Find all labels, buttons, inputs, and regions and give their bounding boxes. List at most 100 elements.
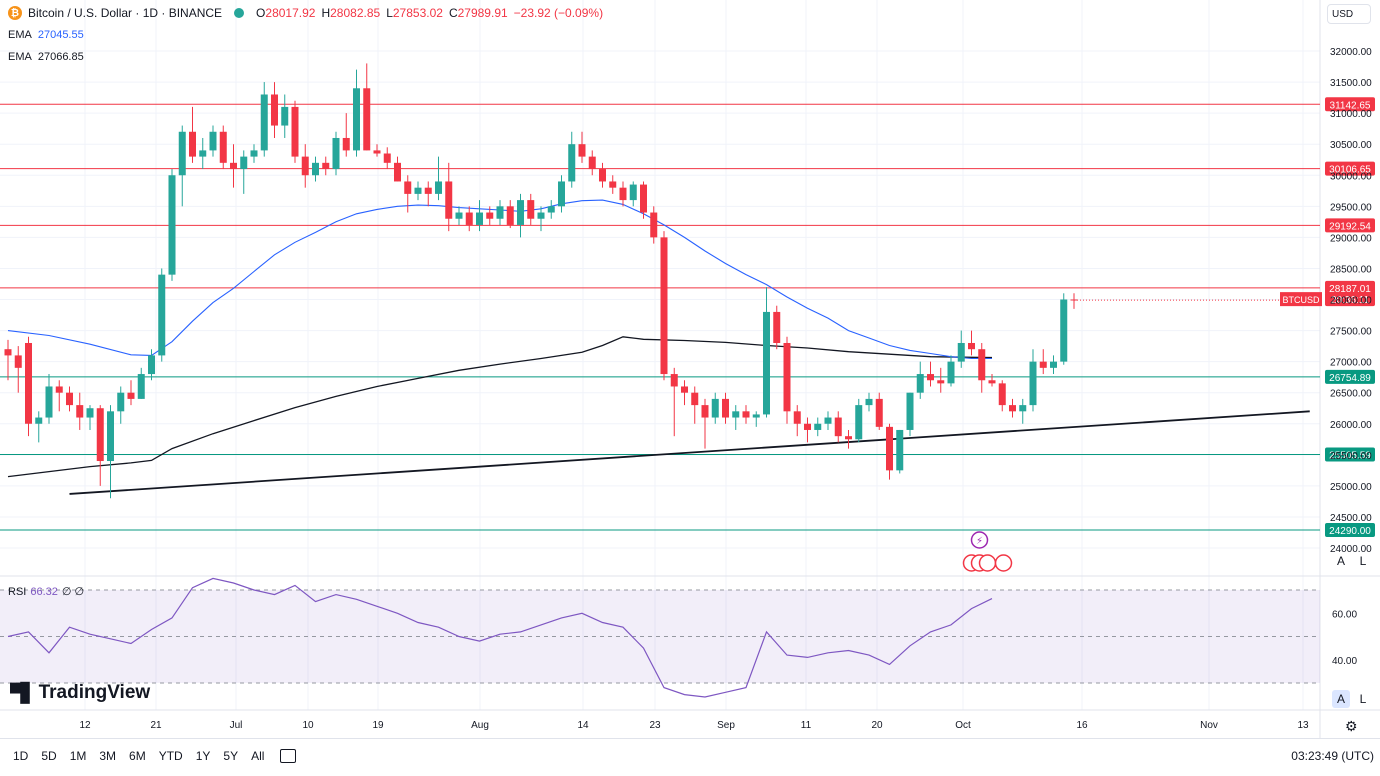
candle-body [1009, 405, 1016, 412]
price-level-tag [1325, 522, 1375, 537]
time-tick-label: Sep [717, 720, 735, 731]
timeframe-ytd[interactable]: YTD [158, 749, 183, 763]
trendline [69, 410, 1310, 495]
candle-body [609, 181, 617, 188]
tradingview-logo[interactable]: ▀▋ TradingView [10, 682, 151, 703]
candle-body [988, 380, 996, 384]
candle-body [660, 237, 668, 375]
candle-body [752, 414, 760, 418]
candle-body [209, 131, 217, 151]
candle-body [435, 181, 442, 194]
timeframe-1d[interactable]: 1D [13, 749, 29, 763]
ema-slow-line [7, 336, 993, 478]
time-tick-label: Nov [1200, 720, 1218, 731]
candle-body [619, 187, 627, 201]
price-tick-label: 26500.00 [1330, 389, 1372, 400]
candle-body [158, 274, 166, 356]
timeframe-1y[interactable]: 1Y [195, 749, 211, 763]
currency-button[interactable]: USD [1327, 4, 1371, 24]
time-tick-label: 23 [649, 720, 661, 731]
visibility-icon[interactable] [234, 8, 245, 18]
us-flag-event-icon [994, 554, 1013, 572]
candle-body [537, 212, 545, 219]
price-tick-label: 30500.00 [1330, 140, 1372, 151]
candle-body [35, 417, 43, 424]
candle-body [968, 342, 975, 350]
time-tick-label: 19 [372, 720, 384, 731]
timeframe-1m[interactable]: 1M [69, 749, 87, 763]
candle-body [629, 184, 637, 201]
candle-body [301, 156, 309, 176]
candle-body [353, 88, 360, 151]
price-tick-label: 30000.00 [1330, 171, 1372, 182]
candle-body [76, 405, 84, 418]
bitcoin-icon: ₿ [8, 6, 22, 20]
price-level-label: 26754.89 [1329, 373, 1371, 384]
price-level-tag [1325, 280, 1375, 295]
price-tick-label: 25500.00 [1330, 451, 1372, 462]
timeframe-5y[interactable]: 5Y [223, 749, 239, 763]
price-tick-label: 31500.00 [1330, 78, 1372, 89]
candle-body [96, 408, 104, 462]
time-tick-label: Aug [471, 720, 489, 731]
price-level-tag [1325, 369, 1375, 384]
time-tick-label: 13 [1297, 720, 1309, 731]
price-level-tag [1325, 218, 1375, 233]
utc-clock[interactable]: 03:23:49 (UTC) [1291, 749, 1374, 763]
candle-body [240, 156, 248, 170]
price-level-label: 28187.01 [1329, 284, 1371, 295]
timeframe-6m[interactable]: 6M [129, 749, 146, 763]
candle-body [14, 355, 22, 368]
candle-body [650, 212, 658, 238]
candle-body [855, 405, 863, 440]
candle-body [260, 94, 268, 151]
price-tick-label: 28000.00 [1330, 296, 1372, 307]
candle-body [547, 206, 555, 213]
candle-body [455, 212, 463, 219]
candle-body [404, 181, 412, 194]
candle-body [681, 386, 688, 393]
candle-body [127, 392, 135, 399]
us-flag-event-icon [978, 554, 997, 572]
last-price-symbol: BTCUSD [1282, 295, 1320, 305]
rsi-legend[interactable]: RSI 66.32 ∅ ∅ [8, 586, 85, 598]
candle-body [332, 137, 340, 170]
gear-icon[interactable]: ⚙ [1345, 718, 1358, 734]
time-tick-label: 20 [871, 720, 883, 731]
price-tick-label: 32000.00 [1330, 47, 1372, 58]
candle-body [322, 162, 330, 170]
candle-body [383, 153, 391, 163]
candle-body [25, 342, 32, 424]
timeframe-3m[interactable]: 3M [99, 749, 117, 763]
ema-fast-legend[interactable]: EMA 27045.55 [8, 29, 84, 41]
calendar-icon[interactable] [280, 749, 297, 763]
price-tick-label: 31000.00 [1330, 109, 1372, 120]
lightning-event-icon [970, 531, 989, 549]
candle-body [834, 417, 842, 437]
log-scale-button[interactable]: L [1359, 554, 1367, 568]
candle-body [640, 184, 647, 213]
ohlc-high: H28082.85 [321, 6, 381, 20]
candle-body [271, 94, 278, 126]
auto-scale-button[interactable]: A [1336, 554, 1345, 568]
candle-body [230, 162, 237, 170]
candle-body [1019, 405, 1027, 412]
chart-canvas[interactable]: 31142.65 30106.65 29192.54 28187.01 26754.89… [0, 0, 1380, 738]
candle-body [107, 411, 114, 462]
price-level-label: 30106.65 [1329, 165, 1371, 176]
ema-slow-legend[interactable]: EMA 27066.85 [8, 51, 84, 63]
candle-body [998, 383, 1006, 406]
rsi-band [0, 590, 1320, 683]
symbol-title[interactable]: Bitcoin / U.S. Dollar · 1D · BINANCE [28, 6, 223, 20]
timeframe-5d[interactable]: 5D [41, 749, 57, 763]
ohlc-low: L27853.02 [386, 6, 443, 20]
candle-body [342, 137, 350, 151]
candle-body [568, 144, 576, 182]
tradingview-mark-icon: ▀▋ [10, 682, 35, 703]
rsi-auto-scale-button[interactable]: A [1332, 690, 1350, 708]
price-level-tag [1325, 447, 1375, 462]
candle-body [937, 380, 945, 384]
rsi-log-scale-button[interactable]: L [1359, 692, 1367, 706]
candle-body [691, 392, 699, 406]
timeframe-all[interactable]: All [251, 749, 265, 763]
